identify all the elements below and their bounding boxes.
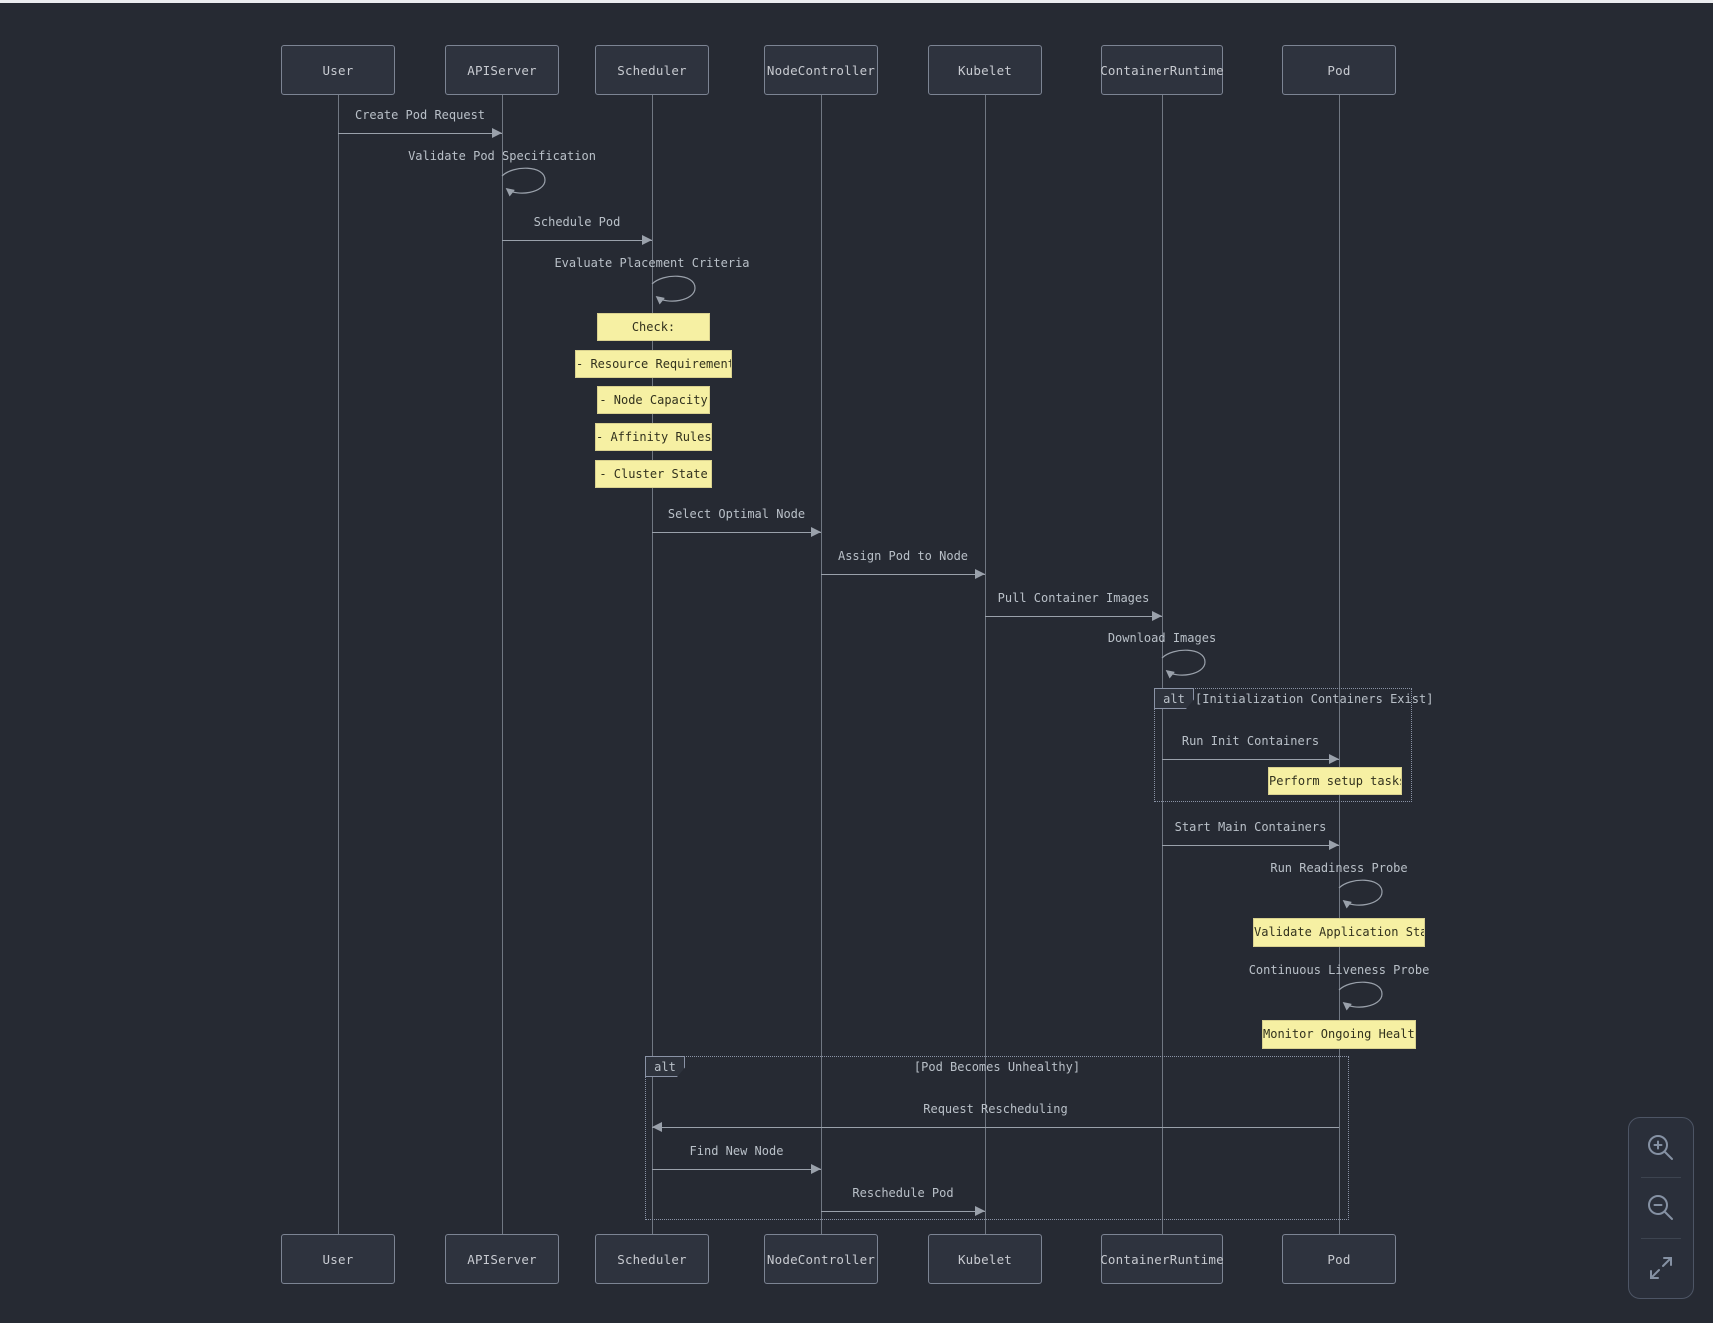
message-label: Evaluate Placement Criteria [554,256,750,270]
fullscreen-expand-icon [1650,1257,1672,1280]
actor-pod-bottom: Pod [1282,1234,1396,1284]
actor-user-bottom: User [281,1234,395,1284]
message-label: Schedule Pod [533,215,621,229]
zoom-out-button[interactable] [1629,1178,1693,1237]
arrowhead-icon [811,1164,821,1174]
alt-operator-label: alt [1154,688,1194,709]
message-line [652,1169,821,1170]
message-label: Continuous Liveness Probe [1248,963,1430,977]
lifeline-kubelet [985,95,986,1234]
message-line [652,1127,1339,1128]
arrowhead-icon [811,527,821,537]
arrowhead-icon [642,235,652,245]
message-line [985,616,1162,617]
self-loop-icon [501,167,546,197]
note-monitor-ongoing-health: Monitor Ongoing Health [1262,1020,1416,1049]
lifeline-containerruntime [1162,95,1163,1234]
alt-operator-label: alt [645,1056,685,1077]
message-label: Download Images [1107,631,1217,645]
message-label: Find New Node [689,1144,784,1158]
lifeline-nodecontroller [821,95,822,1234]
alt-condition-label: [Pod Becomes Unhealthy] [913,1060,1081,1074]
message-label: Create Pod Request [354,108,486,122]
message-label: Validate Pod Specification [408,149,596,163]
arrowhead-icon [975,1206,985,1216]
lifeline-pod [1339,95,1340,1234]
actor-pod-top: Pod [1282,45,1396,95]
message-label: Reschedule Pod [852,1186,954,1200]
actor-user-top: User [281,45,395,95]
message-label: Assign Pod to Node [837,549,969,563]
arrowhead-icon [492,128,502,138]
actor-containerruntime-top: ContainerRuntime [1100,45,1224,95]
zoom-in-icon [1648,1134,1673,1160]
lifeline-user [338,95,339,1234]
note-perform-setup-tasks: Perform setup tasks [1268,767,1402,795]
actor-kubelet-bottom: Kubelet [928,1234,1042,1284]
message-label: Run Init Containers [1181,734,1320,748]
lifeline-apiserver [502,95,503,1234]
note-node-capacity: - Node Capacity [597,386,710,414]
fullscreen-expand-button[interactable] [1629,1239,1693,1298]
message-line [1162,845,1339,846]
message-label: Start Main Containers [1174,820,1327,834]
message-label: Request Rescheduling [923,1102,1068,1116]
actor-kubelet-top: Kubelet [928,45,1042,95]
alt-fragment-pod-unhealthy: alt [Pod Becomes Unhealthy] [645,1056,1349,1220]
page-top-strip [0,0,1713,3]
note-check: Check: [597,313,710,341]
message-line [502,240,652,241]
message-line [821,574,985,575]
message-line [1162,759,1339,760]
message-label: Pull Container Images [997,591,1150,605]
actor-nodecontroller-top: NodeController [764,45,878,95]
note-affinity-rules: - Affinity Rules [595,423,712,451]
message-line [652,532,821,533]
arrowhead-icon [1329,754,1339,764]
actor-scheduler-bottom: Scheduler [595,1234,709,1284]
arrowhead-icon [1152,611,1162,621]
arrowhead-icon [975,569,985,579]
message-label: Run Readiness Probe [1270,861,1408,875]
arrowhead-icon [652,1122,662,1132]
note-cluster-state: - Cluster State [595,460,712,488]
zoom-in-button[interactable] [1629,1118,1693,1177]
zoom-control-panel [1628,1117,1694,1299]
self-loop-icon [1161,649,1206,679]
alt-condition-label: [Initialization Containers Exist] [1195,692,1434,706]
zoom-out-icon [1648,1194,1673,1220]
actor-scheduler-top: Scheduler [595,45,709,95]
panel-divider [1641,1177,1681,1179]
actor-nodecontroller-bottom: NodeController [764,1234,878,1284]
arrowhead-icon [1329,840,1339,850]
lifeline-scheduler [652,95,653,1234]
actor-containerruntime-bottom: ContainerRuntime [1100,1234,1224,1284]
message-line [338,133,502,134]
message-line [821,1211,985,1212]
note-resource-requirements: - Resource Requirements [575,350,732,378]
message-label: Select Optimal Node [667,507,806,521]
note-validate-application-start: Validate Application Start [1253,918,1425,947]
actor-apiserver-top: APIServer [445,45,559,95]
self-loop-icon [1338,981,1383,1011]
panel-divider [1641,1237,1681,1239]
self-loop-icon [651,275,696,305]
alt-fragment-init-containers: alt [Initialization Containers Exist] [1154,688,1433,802]
actor-apiserver-bottom: APIServer [445,1234,559,1284]
self-loop-icon [1338,879,1383,909]
